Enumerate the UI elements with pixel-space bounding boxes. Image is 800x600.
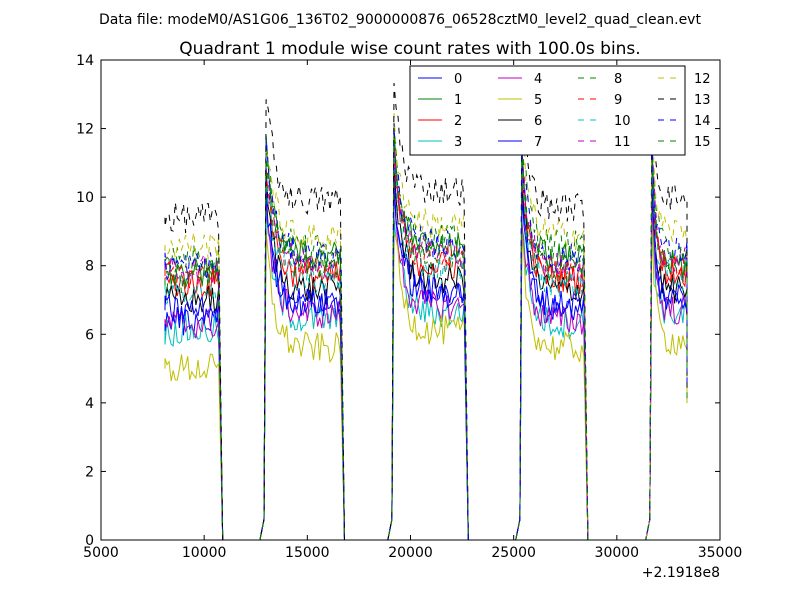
series-line-10 <box>164 158 688 541</box>
legend-box <box>409 65 686 156</box>
y-tick-label: 0 <box>85 533 94 549</box>
x-offset-label: +2.1918e8 <box>642 565 720 581</box>
x-tick-label: 10000 <box>182 545 227 561</box>
legend-label-8: 8 <box>614 72 622 87</box>
series-line-11 <box>164 144 688 541</box>
y-tick-label: 6 <box>85 327 94 343</box>
x-tick-label: 15000 <box>285 545 330 561</box>
series-line-4 <box>164 183 688 541</box>
series-line-9 <box>164 144 688 541</box>
axis-ticks: 5000 10000 15000 20000 25000 30000 35000 0 2 4 6 8 1… <box>76 53 742 561</box>
series-line-5 <box>164 218 688 541</box>
series-line-7 <box>164 177 688 541</box>
series-line-8 <box>164 121 688 541</box>
x-tick-label: 30000 <box>595 545 640 561</box>
data-file-label: Data file: modeM0/AS1G06_136T02_90000008… <box>99 12 701 28</box>
legend-label-14: 14 <box>694 114 711 129</box>
legend-label-4: 4 <box>534 72 542 87</box>
series-line-6 <box>164 167 688 541</box>
legend-label-5: 5 <box>534 93 542 108</box>
legend-label-2: 2 <box>454 114 462 129</box>
y-tick-label: 8 <box>85 259 94 275</box>
legend-label-13: 13 <box>694 93 711 108</box>
legend-label-10: 10 <box>614 114 631 129</box>
plot-area <box>164 82 688 541</box>
x-tick-label: 5000 <box>83 545 119 561</box>
y-tick-label: 10 <box>76 190 94 206</box>
legend-label-3: 3 <box>454 135 462 150</box>
x-tick-label: 35000 <box>698 545 743 561</box>
y-tick-label: 14 <box>76 53 94 69</box>
series-line-15 <box>164 135 688 541</box>
series-line-1 <box>164 131 688 541</box>
series-line-3 <box>164 204 688 541</box>
x-tick-label: 20000 <box>388 545 433 561</box>
y-tick-label: 12 <box>76 122 94 138</box>
chart-title: Quadrant 1 module wise count rates with … <box>179 39 640 59</box>
y-tick-label: 4 <box>85 396 94 412</box>
legend-label-0: 0 <box>454 72 462 87</box>
series-line-12 <box>164 108 688 541</box>
legend-label-15: 15 <box>694 135 711 150</box>
legend-label-1: 1 <box>454 93 462 108</box>
legend-label-6: 6 <box>534 114 542 129</box>
legend-label-12: 12 <box>694 72 711 87</box>
legend-label-7: 7 <box>534 135 542 150</box>
legend-label-9: 9 <box>614 93 622 108</box>
series-line-2 <box>164 155 688 541</box>
series-line-13 <box>164 82 688 541</box>
legend-label-11: 11 <box>614 135 631 150</box>
x-tick-label: 25000 <box>491 545 536 561</box>
y-tick-label: 2 <box>85 464 94 480</box>
